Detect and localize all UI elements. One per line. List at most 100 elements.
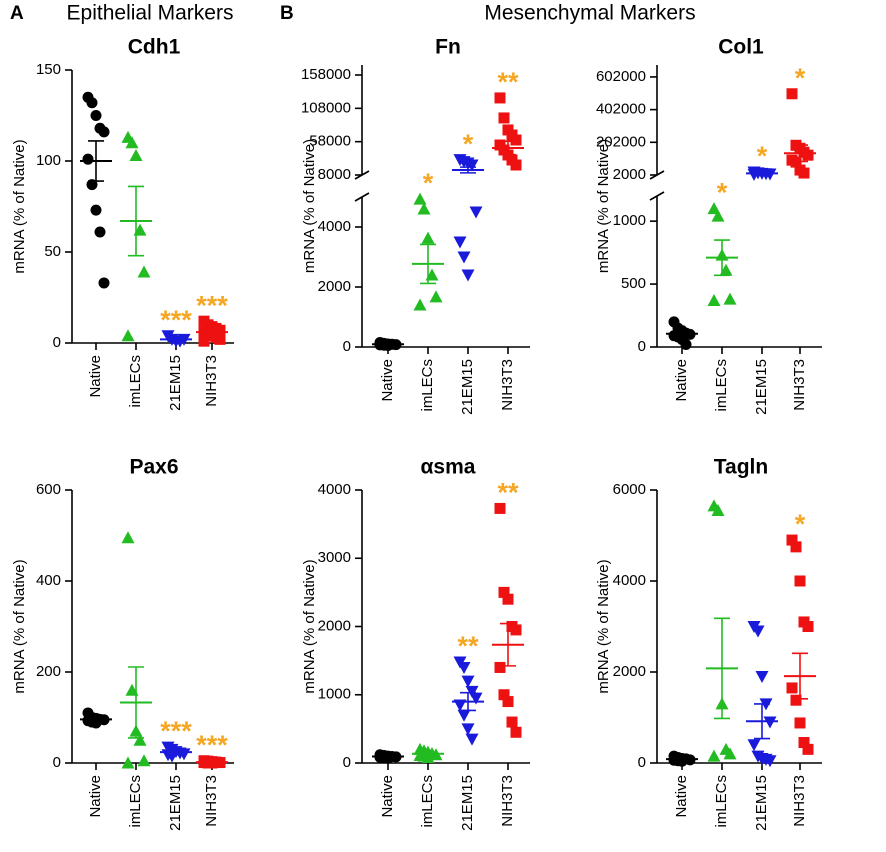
y-tick-label: 4000 xyxy=(318,481,351,498)
dot xyxy=(494,92,506,104)
y-tick-label: 600 xyxy=(36,481,61,498)
dot xyxy=(790,541,802,553)
dot xyxy=(457,661,471,674)
dot xyxy=(794,575,806,587)
sem-bar xyxy=(128,666,144,739)
dot xyxy=(94,226,106,238)
panel-letter: B xyxy=(280,3,294,24)
significance: ** xyxy=(497,67,519,97)
dot xyxy=(790,694,802,706)
x-tick-label: 21EM15 xyxy=(167,775,184,831)
dot xyxy=(137,754,151,767)
sem-bar xyxy=(88,717,104,722)
dot xyxy=(711,503,725,516)
dot xyxy=(457,251,471,264)
dot xyxy=(794,717,806,729)
dot xyxy=(751,625,765,638)
dot xyxy=(417,202,431,215)
sem-bar xyxy=(792,652,808,700)
y-tick-label: 8000 xyxy=(318,166,351,183)
dot xyxy=(510,134,522,146)
x-tick-label: 21EM15 xyxy=(753,775,770,831)
dot xyxy=(723,292,737,305)
sem-bar xyxy=(128,185,144,257)
x-tick-label: NIH3T3 xyxy=(791,359,808,411)
y-axis-label: mRNA (% of Native) xyxy=(301,139,318,273)
dot xyxy=(802,743,814,755)
sem-bar xyxy=(754,703,770,740)
sem-bar xyxy=(714,239,730,277)
significance: ** xyxy=(457,631,479,661)
dot xyxy=(90,110,102,121)
dot xyxy=(461,675,475,688)
dot xyxy=(457,709,471,722)
sem-bar xyxy=(500,622,516,667)
chart-title: Cdh1 xyxy=(128,36,181,59)
significance: *** xyxy=(196,290,228,320)
axis-break xyxy=(649,191,665,201)
sem-bar xyxy=(714,617,730,720)
x-tick-label: Native xyxy=(379,359,396,402)
dot xyxy=(421,231,435,244)
sem-bar xyxy=(754,172,770,175)
y-axis-label: mRNA (% of Native) xyxy=(11,139,28,273)
dot xyxy=(498,112,510,124)
dot xyxy=(214,333,226,345)
dot xyxy=(86,97,98,109)
sem-bar xyxy=(460,166,476,174)
dot xyxy=(453,236,467,249)
x-tick-label: imLECs xyxy=(127,775,144,828)
dot xyxy=(707,749,721,762)
dot xyxy=(680,338,692,350)
dot xyxy=(747,168,761,181)
x-tick-label: imLECs xyxy=(419,359,436,412)
dot xyxy=(510,624,522,636)
x-tick-label: imLECs xyxy=(713,775,730,828)
dot xyxy=(747,739,761,752)
dot xyxy=(502,593,514,605)
x-tick-label: imLECs xyxy=(127,355,144,408)
dot xyxy=(82,153,94,165)
y-tick-label: 0 xyxy=(638,754,646,771)
y-tick-label: 202000 xyxy=(596,133,646,150)
dot xyxy=(429,290,443,303)
x-tick-label: Native xyxy=(673,359,690,402)
dot xyxy=(711,209,725,222)
y-tick-label: 1000 xyxy=(318,686,351,703)
significance: * xyxy=(795,63,806,93)
significance: ** xyxy=(497,478,519,508)
dot xyxy=(802,621,814,632)
sem-bar xyxy=(168,749,184,755)
dot xyxy=(98,277,110,289)
dot xyxy=(798,737,810,749)
significance: * xyxy=(757,141,768,171)
chart-title: Tagln xyxy=(714,456,768,479)
dot xyxy=(763,168,777,181)
x-tick-label: 21EM15 xyxy=(459,775,476,831)
x-tick-label: Native xyxy=(379,775,396,818)
y-tick-label: 2000 xyxy=(613,166,646,183)
dot xyxy=(121,329,135,342)
x-tick-label: Native xyxy=(87,775,104,818)
y-tick-label: 1000 xyxy=(613,212,646,229)
dot xyxy=(382,752,394,764)
dot xyxy=(786,534,798,546)
dot xyxy=(421,751,435,764)
y-tick-label: 4000 xyxy=(318,218,351,235)
y-tick-label: 0 xyxy=(638,338,646,355)
dot xyxy=(786,682,798,694)
dot xyxy=(786,88,798,100)
y-tick-label: 4000 xyxy=(613,572,646,589)
sem-bar xyxy=(420,751,436,756)
chart-title: Fn xyxy=(435,36,461,59)
dot xyxy=(469,206,483,219)
x-tick-label: 21EM15 xyxy=(459,359,476,415)
y-tick-label: 50 xyxy=(44,243,61,260)
dot xyxy=(121,756,135,769)
dot xyxy=(461,269,475,282)
dot xyxy=(510,726,522,738)
dot xyxy=(802,149,814,161)
sem-bar xyxy=(380,343,396,346)
dot xyxy=(465,685,479,698)
